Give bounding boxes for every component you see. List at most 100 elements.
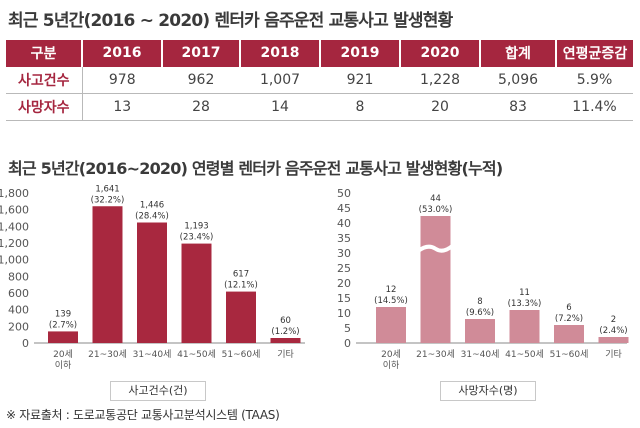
category-label: 41~50세 [505, 349, 544, 360]
data-pct-label: (53.0%) [419, 205, 453, 215]
table-row: 사고건수 978 962 1,007 921 1,228 5,096 5.9% [6, 65, 633, 94]
table-cell: 8 [320, 93, 400, 121]
source-note: ※ 자료출처 : 도로교통공단 교통사고분석시스템 (TAAS) [6, 408, 280, 422]
category-label: 기타 [277, 349, 294, 360]
category-label: 기타 [605, 349, 622, 360]
summary-table: 구분 2016 2017 2018 2019 2020 합계 연평균증감 사고건… [6, 40, 633, 121]
y-tick-label: 1,800 [0, 187, 29, 200]
data-value-label: 12 [386, 285, 397, 295]
data-pct-label: (13.3%) [508, 299, 542, 309]
y-tick-label: 0 [344, 337, 351, 350]
bar [226, 291, 256, 343]
y-tick-label: 25 [337, 262, 351, 275]
category-label: 이하 [383, 360, 400, 371]
header-cell: 2016 [81, 40, 162, 66]
bar [509, 310, 540, 343]
header-cell: 2018 [239, 40, 320, 66]
data-pct-label: (2.4%) [599, 326, 627, 336]
data-pct-label: (1.2%) [271, 327, 299, 337]
y-tick-label: 45 [337, 202, 351, 215]
table-cell-total: 5,096 [480, 65, 556, 94]
y-tick-label: 20 [337, 277, 351, 290]
y-tick-label: 400 [8, 304, 29, 317]
table-cell-total: 83 [480, 93, 556, 121]
y-tick-label: 30 [337, 247, 351, 260]
charts-title: 최근 5년간(2016~2020) 연령별 렌터카 음주운전 교통사고 발생현황… [8, 159, 503, 178]
data-value-label: 2 [611, 315, 616, 325]
y-tick-label: 5 [344, 322, 351, 335]
data-value-label: 44 [430, 194, 441, 204]
bar [465, 319, 495, 343]
y-tick-label: 0 [22, 337, 29, 350]
bar [598, 337, 629, 343]
header-cell: 2019 [319, 40, 400, 66]
row-label-accidents: 사고건수 [6, 65, 83, 94]
data-value-label: 60 [280, 316, 291, 326]
data-pct-label: (23.4%) [180, 233, 214, 243]
header-cell: 연평균증감 [555, 40, 633, 66]
y-tick-label: 10 [337, 307, 351, 320]
table-cell: 1,007 [240, 65, 320, 94]
accidents-axis-label: 사고건수(건) [110, 381, 206, 401]
y-tick-label: 50 [337, 187, 351, 200]
y-tick-label: 1,200 [0, 237, 29, 250]
header-cell: 2020 [399, 40, 480, 66]
data-value-label: 6 [566, 303, 571, 313]
table-cell-growth: 5.9% [556, 65, 633, 94]
data-pct-label: (28.4%) [135, 212, 169, 222]
y-tick-label: 15 [337, 292, 351, 305]
category-label: 31~40세 [461, 349, 500, 360]
category-label: 51~60세 [222, 349, 261, 360]
y-tick-label: 600 [8, 287, 29, 300]
table-cell: 14 [240, 93, 320, 121]
y-tick-label: 1,000 [0, 254, 29, 267]
data-value-label: 1,641 [95, 184, 119, 194]
data-value-label: 11 [519, 288, 530, 298]
bar [92, 206, 123, 343]
table-cell-growth: 11.4% [556, 93, 633, 121]
table-cell: 978 [82, 65, 162, 94]
data-pct-label: (12.1%) [224, 281, 258, 291]
y-tick-label: 1,400 [0, 220, 29, 233]
table-cell: 13 [82, 93, 162, 121]
y-tick-label: 800 [8, 270, 29, 283]
y-tick-label: 35 [337, 232, 351, 245]
category-label: 20세 [53, 349, 73, 360]
bar [376, 307, 406, 343]
header-cell: 구분 [6, 40, 82, 66]
data-value-label: 139 [55, 309, 71, 319]
category-label: 21~30세 [88, 349, 127, 360]
row-label-deaths: 사망자수 [6, 93, 83, 121]
table-cell: 20 [400, 93, 480, 121]
header-cell: 합계 [479, 40, 556, 66]
category-label: 20세 [381, 349, 401, 360]
category-label: 51~60세 [550, 349, 589, 360]
category-label: 21~30세 [416, 349, 455, 360]
table-cell: 921 [320, 65, 400, 94]
bar [270, 338, 301, 343]
data-value-label: 1,446 [140, 201, 164, 211]
deaths-axis-label: 사망자수(명) [440, 381, 536, 401]
bar [181, 243, 212, 343]
data-pct-label: (9.6%) [466, 308, 494, 318]
data-value-label: 8 [477, 297, 482, 307]
data-pct-label: (32.2%) [91, 195, 125, 205]
table-cell: 1,228 [400, 65, 480, 94]
data-pct-label: (14.5%) [374, 296, 408, 306]
header-cell: 2017 [161, 40, 240, 66]
table-cell: 28 [162, 93, 240, 121]
table-cell: 962 [162, 65, 240, 94]
y-tick-label: 1,600 [0, 204, 29, 217]
y-tick-label: 40 [337, 217, 351, 230]
data-value-label: 617 [233, 270, 249, 280]
bar [420, 216, 451, 343]
category-label: 31~40세 [133, 349, 172, 360]
category-label: 이하 [55, 360, 72, 371]
table-title: 최근 5년간(2016 ~ 2020) 렌터카 음주운전 교통사고 발생현황 [8, 11, 453, 31]
bar [48, 331, 78, 343]
table-header-row: 구분 2016 2017 2018 2019 2020 합계 연평균증감 [6, 40, 633, 66]
accidents-by-age-chart: 0 200 400 600 800 1,000 1,200 1,400 1,600 1,800 13… [0, 184, 305, 371]
y-tick-label: 200 [8, 320, 29, 333]
data-pct-label: (2.7%) [49, 320, 77, 330]
